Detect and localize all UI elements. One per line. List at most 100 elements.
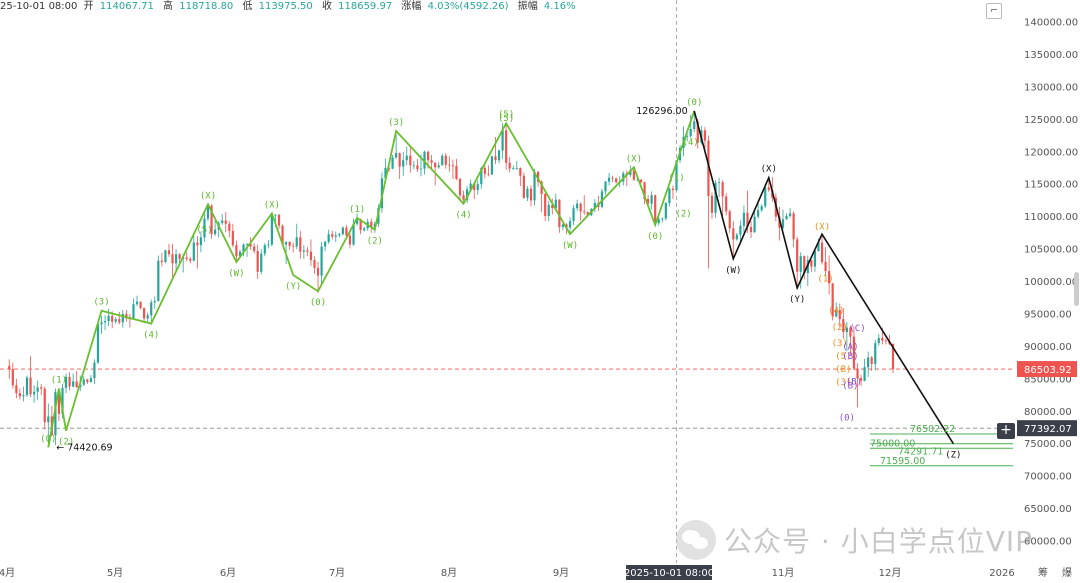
- candle-body-240: [859, 378, 863, 381]
- candle-body-147: [529, 188, 533, 201]
- y-tick-1: 135000.00: [1024, 50, 1078, 61]
- candle-body-42: [157, 260, 160, 301]
- candle-body-94: [341, 227, 344, 235]
- candle-body-18: [72, 381, 75, 387]
- candle-body-72: [263, 245, 266, 254]
- target-annotation-3: 75000.00: [870, 439, 915, 450]
- x-tick-0: 4月: [0, 567, 15, 579]
- green-wave-label-17: (0): [647, 232, 663, 242]
- candle-body-13: [54, 391, 57, 436]
- candle-body-84: [306, 250, 309, 252]
- x-tick-11: 爆: [1062, 567, 1072, 579]
- price-axis[interactable]: 140000.00 135000.00 130000.00 125000.00 1200…: [1017, 18, 1078, 548]
- time-axis[interactable]: 4月 5月 6月 7月 8月 9月 2025-10-01 08:00 11月 12月 2026 筹 爆: [0, 565, 1072, 580]
- candle-body-61: [224, 220, 227, 224]
- candle-body-87: [316, 267, 320, 276]
- candle-body-153: [551, 204, 554, 209]
- add-alert-button[interactable]: +: [997, 423, 1015, 439]
- candle-body-48: [178, 254, 181, 259]
- orange-label-0: (X): [814, 222, 830, 232]
- candle-body-41: [153, 300, 156, 303]
- candle-body-242: [867, 357, 870, 368]
- green-extra-label-2: (4): [683, 138, 699, 148]
- candle-body-211: [757, 210, 760, 217]
- candle-body-178: [639, 179, 643, 183]
- high-value: 118718.80: [179, 1, 234, 12]
- candle-body-25: [96, 324, 100, 363]
- candle-body-110: [398, 153, 401, 167]
- orange-label-5: (5): [835, 352, 851, 362]
- candle-body-9: [40, 387, 43, 389]
- candle-body-202: [725, 196, 728, 212]
- candle-body-60: [221, 220, 224, 224]
- orange-label-7: (3): [835, 378, 851, 388]
- candle-body-196: [703, 130, 706, 141]
- candle-body-145: [522, 175, 525, 198]
- candle-body-228: [817, 242, 820, 252]
- candle-body-95: [345, 227, 348, 236]
- price-scrollbar[interactable]: [1074, 272, 1079, 306]
- candle-body-222: [796, 239, 799, 272]
- candle-body-197: [707, 140, 710, 196]
- black-wave-label-3: (Y): [789, 295, 805, 305]
- candle-body-206: [739, 225, 742, 235]
- candle-body-184: [661, 218, 664, 220]
- candle-body-82: [299, 237, 302, 252]
- candle-body-176: [632, 170, 636, 180]
- candle-body-133: [480, 167, 483, 185]
- candle-body-148: [533, 171, 536, 201]
- green-wave-label-8: (Y): [285, 282, 301, 292]
- orange-label-1: (1): [817, 274, 833, 284]
- candle-body-43: [160, 260, 163, 263]
- candle-body-90: [327, 234, 330, 242]
- green-wave-label-12: (3): [388, 118, 404, 128]
- orange-label-6: (B): [835, 365, 851, 375]
- green-extra-label-1: (2): [675, 209, 691, 219]
- watermark: 公众号 · 小白学点位VIP: [676, 520, 1033, 560]
- candle-body-135: [487, 173, 490, 175]
- candle-body-152: [547, 204, 550, 216]
- candle-body-112: [405, 155, 408, 161]
- high-label: 高: [163, 1, 174, 12]
- candle-body-63: [231, 230, 234, 246]
- open-label: 开: [83, 1, 94, 12]
- x-tick-6: 2025-10-01 08:00: [624, 568, 714, 579]
- candle-body-52: [192, 242, 195, 261]
- candle-body-8: [36, 387, 39, 392]
- green-wave-label-14: (5): [498, 110, 514, 120]
- candle-body-146: [526, 188, 529, 198]
- change-label: 涨幅: [401, 1, 422, 12]
- green-wave-label-0: (0): [40, 434, 56, 444]
- candle-body-246: [881, 337, 884, 341]
- candle-body-74: [270, 214, 273, 245]
- auto-scale-button[interactable]: ⌐: [986, 3, 1002, 19]
- candle-body-17: [68, 376, 71, 387]
- ohlc-legend: 25-10-01 08:00 开 114067.71 高 118718.80 低…: [0, 0, 582, 14]
- candle-body-139: [501, 130, 504, 151]
- candle-body-239: [856, 368, 859, 379]
- green-extra-label-3: (5): [196, 226, 212, 236]
- candle-body-218: [781, 219, 785, 228]
- candle-body-245: [877, 337, 880, 344]
- candle-body-89: [324, 241, 327, 247]
- green-wave-label-4: (4): [143, 331, 159, 341]
- candle-body-56: [206, 205, 210, 219]
- candle-body-79: [288, 241, 291, 246]
- y-tick-13: 75000.00: [1024, 439, 1072, 450]
- candle-body-54: [199, 237, 203, 246]
- candle-body-137: [494, 156, 497, 161]
- price-tag-1: 77392.07: [1024, 424, 1072, 435]
- candle-body-158: [568, 221, 572, 228]
- candle-body-30: [114, 319, 117, 322]
- candle-body-223: [799, 256, 802, 272]
- candle-body-21: [82, 379, 85, 385]
- candle-body-111: [402, 160, 405, 167]
- candle-body-53: [196, 242, 199, 246]
- candle-body-210: [753, 216, 756, 233]
- candle-body-224: [803, 256, 806, 274]
- candle-body-2: [15, 385, 18, 394]
- black-wave-label-5: (Z): [945, 451, 961, 461]
- candle-body-143: [515, 167, 518, 169]
- candle-body-4: [22, 395, 25, 397]
